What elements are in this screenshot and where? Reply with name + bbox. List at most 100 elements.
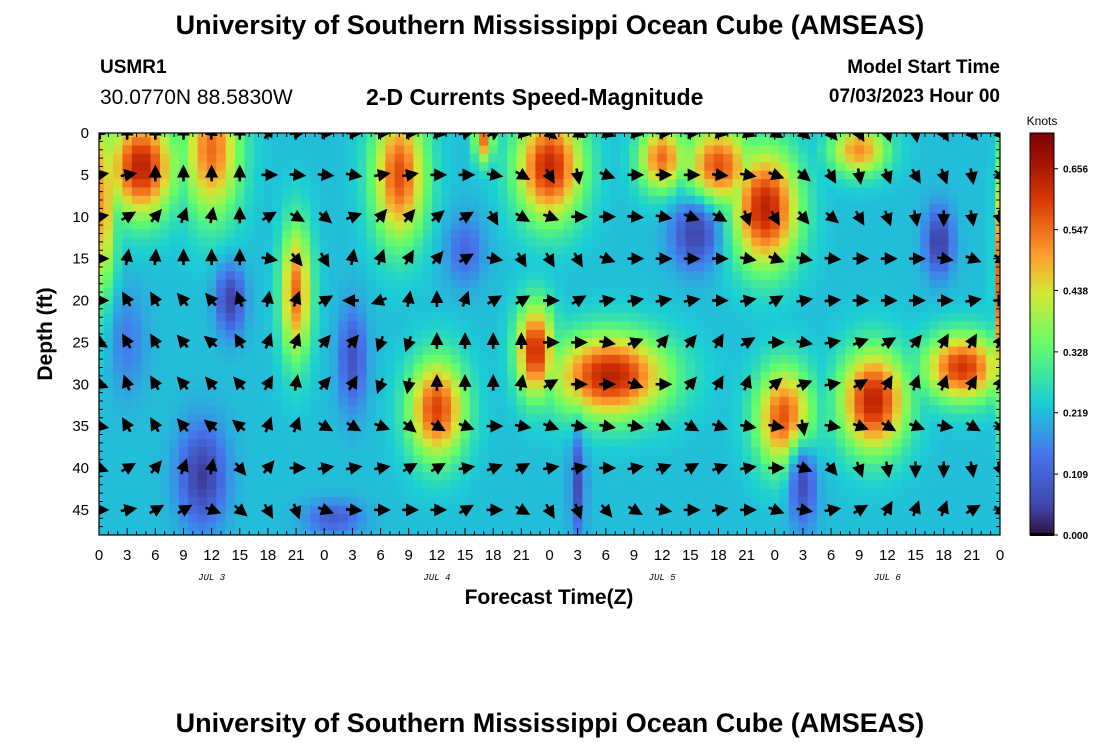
heatmap-cell — [328, 430, 339, 440]
heatmap-cell — [638, 237, 649, 247]
heatmap-cell — [497, 505, 508, 515]
heatmap-cell — [441, 338, 452, 348]
heatmap-cell — [760, 279, 771, 289]
heatmap-cell — [272, 220, 283, 230]
heatmap-cell — [816, 162, 827, 172]
heatmap-cell — [920, 514, 931, 524]
current-vector-arrow — [148, 208, 162, 223]
heatmap-cell — [357, 346, 368, 356]
heatmap-cell — [394, 396, 405, 406]
heatmap-cell — [422, 237, 433, 247]
heatmap-cell — [648, 488, 659, 498]
heatmap-cell — [535, 354, 546, 364]
heatmap-cell — [892, 329, 903, 339]
heatmap-cell — [770, 488, 781, 498]
heatmap-cell — [920, 179, 931, 189]
heatmap-cell — [338, 187, 349, 197]
heatmap-cell — [310, 455, 321, 465]
heatmap-cell — [141, 262, 152, 272]
heatmap-cell — [122, 447, 133, 457]
heatmap-cell — [563, 321, 574, 331]
heatmap-cell — [347, 388, 358, 398]
heatmap-cell — [572, 413, 583, 423]
heatmap-cell — [807, 220, 818, 230]
heatmap-cell — [366, 204, 377, 214]
heatmap-cell — [704, 430, 715, 440]
heatmap-cell — [704, 371, 715, 381]
heatmap-cell — [760, 488, 771, 498]
heatmap-cell — [770, 237, 781, 247]
heatmap-cell — [450, 354, 461, 364]
heatmap-cell — [938, 153, 949, 163]
heatmap-cell — [816, 287, 827, 297]
heatmap-cell — [244, 505, 255, 515]
heatmap-cell — [929, 220, 940, 230]
heatmap-cell — [394, 488, 405, 498]
heatmap-cell — [178, 229, 189, 239]
heatmap-cell — [404, 396, 415, 406]
heatmap-cell — [310, 371, 321, 381]
heatmap-cell — [657, 329, 668, 339]
heatmap-cell — [835, 354, 846, 364]
heatmap-cell — [206, 447, 217, 457]
heatmap-cell — [225, 522, 236, 532]
heatmap-cell — [366, 380, 377, 390]
heatmap-cell — [272, 430, 283, 440]
heatmap-cell — [225, 497, 236, 507]
heatmap-cell — [216, 388, 227, 398]
heatmap-cell — [901, 463, 912, 473]
heatmap-cell — [892, 254, 903, 264]
heatmap-cell — [901, 321, 912, 331]
heatmap-cell — [244, 187, 255, 197]
heatmap-cell — [723, 363, 734, 373]
heatmap-cell — [216, 455, 227, 465]
current-vector-arrow — [739, 210, 752, 227]
heatmap-cell — [357, 421, 368, 431]
heatmap-cell — [648, 271, 659, 281]
heatmap-cell — [770, 313, 781, 323]
heatmap-cell — [892, 338, 903, 348]
heatmap-cell — [526, 287, 537, 297]
heatmap-cell — [873, 187, 884, 197]
heatmap-cell — [601, 262, 612, 272]
heatmap-cell — [563, 137, 574, 147]
heatmap-cell — [957, 145, 968, 155]
heatmap-cell — [976, 212, 987, 222]
heatmap-cell — [798, 363, 809, 373]
heatmap-cell — [169, 329, 180, 339]
heatmap-cell — [469, 313, 480, 323]
heatmap-cell — [394, 338, 405, 348]
heatmap-cell — [732, 522, 743, 532]
heatmap-cell — [816, 396, 827, 406]
heatmap-cell — [582, 455, 593, 465]
current-vector-arrow — [317, 376, 331, 391]
heatmap-cell — [648, 137, 659, 147]
heatmap-cell — [479, 421, 490, 431]
current-vector-arrow — [150, 375, 163, 391]
heatmap-cell — [300, 246, 311, 256]
heatmap-cell — [685, 262, 696, 272]
heatmap-cell — [141, 137, 152, 147]
heatmap-cell — [873, 229, 884, 239]
heatmap-cell — [723, 170, 734, 180]
heatmap-cell — [901, 421, 912, 431]
heatmap-cell — [929, 421, 940, 431]
heatmap-cell — [319, 271, 330, 281]
heatmap-cell — [920, 137, 931, 147]
heatmap-cell — [497, 338, 508, 348]
heatmap-cell — [920, 396, 931, 406]
heatmap-cell — [619, 254, 630, 264]
heatmap-cell — [788, 472, 799, 482]
heatmap-cell — [206, 480, 217, 490]
heatmap-cell — [760, 346, 771, 356]
heatmap-cell — [760, 480, 771, 490]
heatmap-cell — [169, 237, 180, 247]
heatmap-cell — [160, 338, 170, 348]
heatmap-cell — [751, 220, 762, 230]
heatmap-cell — [638, 187, 649, 197]
heatmap-cell — [723, 262, 734, 272]
heatmap-cell — [892, 480, 903, 490]
heatmap-cell — [244, 346, 255, 356]
heatmap-cell — [141, 237, 152, 247]
heatmap-cell — [619, 179, 630, 189]
